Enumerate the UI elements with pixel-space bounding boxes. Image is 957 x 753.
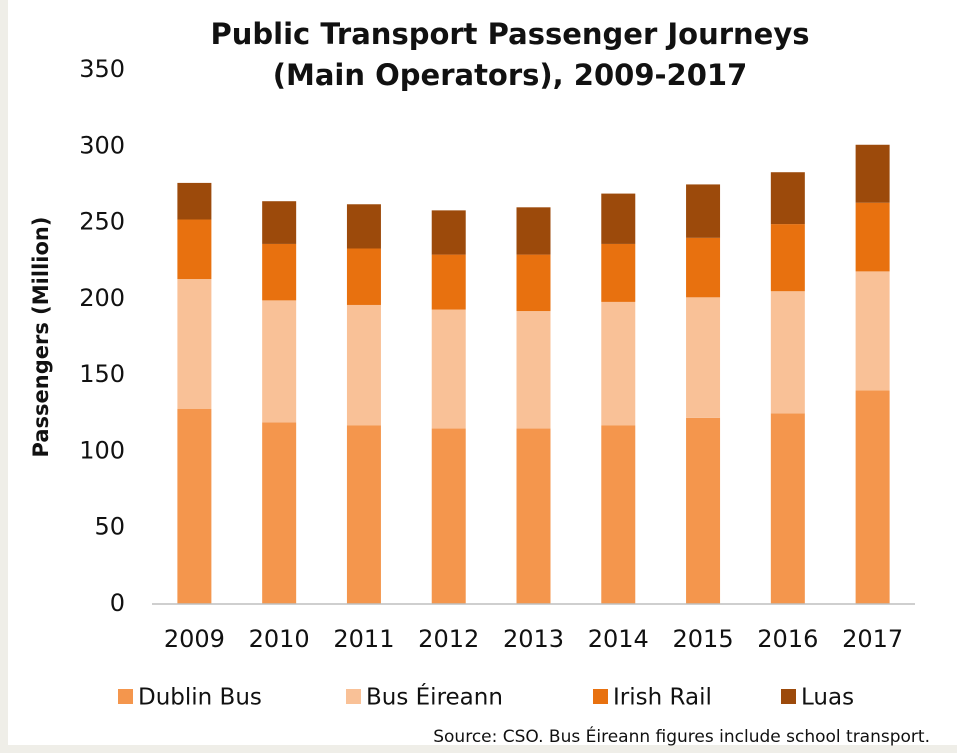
bar-segment	[770, 224, 805, 292]
bar-segment	[855, 202, 890, 272]
y-tick-label: 0	[110, 589, 125, 617]
chart-title: Public Transport Passenger Journeys	[211, 17, 810, 51]
legend-swatch	[118, 689, 133, 704]
legend-swatch	[781, 689, 796, 704]
x-tick-label: 2013	[503, 625, 564, 653]
source-note: Source: CSO. Bus Éireann figures include…	[433, 725, 930, 747]
bar-segment	[770, 172, 805, 225]
legend-label: Irish Rail	[613, 685, 712, 711]
bar-segment	[601, 425, 636, 604]
bar-segment	[855, 271, 890, 391]
x-tick-label: 2012	[418, 625, 479, 653]
x-tick-label: 2017	[842, 625, 903, 653]
y-tick-label: 150	[79, 360, 125, 388]
bar-segment	[601, 243, 636, 302]
bar-segment	[516, 311, 551, 429]
bar-segment	[346, 425, 381, 604]
bar-segment	[177, 182, 212, 220]
bar-segment	[346, 204, 381, 249]
y-tick-label: 300	[79, 131, 125, 159]
bar-segment	[262, 243, 297, 301]
bar-segment	[431, 210, 466, 255]
bar-segment	[177, 408, 212, 604]
x-tick-label: 2010	[249, 625, 310, 653]
bar-segment	[855, 390, 890, 604]
bar-segment	[177, 279, 212, 409]
bar-segment	[431, 309, 466, 429]
legend-swatch	[593, 689, 608, 704]
y-tick-label: 200	[79, 284, 125, 312]
y-tick-label: 50	[94, 513, 125, 541]
bar-segment	[177, 219, 212, 280]
legend-label: Luas	[801, 685, 854, 711]
bar-segment	[262, 201, 297, 244]
bar-segment	[262, 422, 297, 604]
bar-segment	[686, 237, 721, 298]
x-tick-label: 2016	[757, 625, 818, 653]
y-tick-label: 100	[79, 436, 125, 464]
y-axis-label: Passengers (Million)	[29, 217, 53, 458]
bar-segment	[346, 248, 381, 305]
x-tick-label: 2014	[588, 625, 649, 653]
x-tick-label: 2015	[673, 625, 734, 653]
bar-segment	[431, 254, 466, 310]
bar-segment	[262, 300, 297, 423]
bar-segment	[770, 291, 805, 414]
legend-label: Dublin Bus	[138, 685, 262, 711]
bar-segment	[855, 144, 890, 203]
bar-segment	[686, 184, 721, 238]
bar-segment	[601, 193, 636, 244]
bar-segment	[686, 417, 721, 604]
bar-segment	[346, 304, 381, 426]
y-tick-label: 350	[79, 55, 125, 83]
chart-title: (Main Operators), 2009-2017	[273, 58, 748, 92]
bar-segment	[686, 297, 721, 418]
legend-swatch	[346, 689, 361, 704]
x-tick-label: 2009	[164, 625, 225, 653]
bar-segment	[516, 254, 551, 312]
bar-segment	[431, 428, 466, 604]
x-tick-label: 2011	[333, 625, 394, 653]
bar-segment	[516, 428, 551, 604]
legend-label: Bus Éireann	[366, 683, 503, 711]
y-tick-label: 250	[79, 208, 125, 236]
bar-segment	[516, 207, 551, 255]
bar-segment	[770, 413, 805, 604]
bar-segment	[601, 301, 636, 426]
